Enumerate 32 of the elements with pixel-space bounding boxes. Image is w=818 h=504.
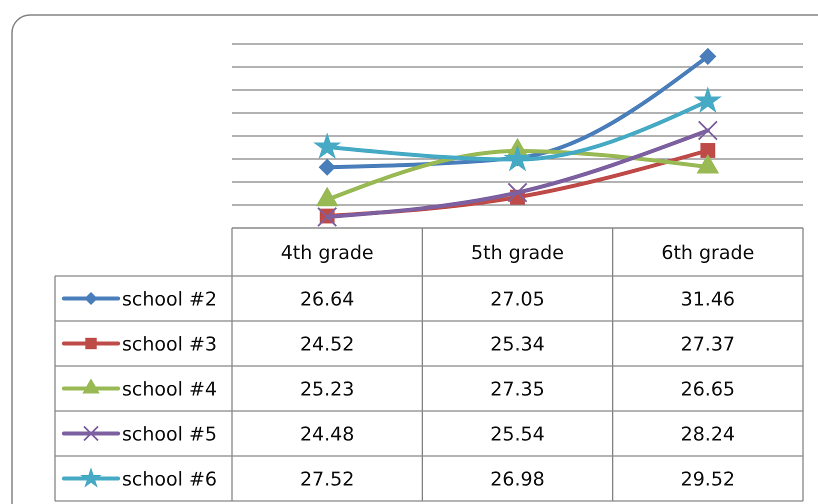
x-tick-label: 4th grade [280,242,374,264]
data-label: 25.23 [300,378,354,400]
x-tick-label: 6th grade [661,242,754,264]
point [507,182,528,203]
legend-label: school #6 [122,468,217,490]
point [317,206,338,228]
data-label: 27.35 [490,378,545,400]
legend-label: school #4 [122,378,217,400]
point [700,143,716,158]
data-label: 27.05 [490,288,545,310]
legend-label: school #3 [122,334,217,356]
data-label: 26.65 [680,378,736,400]
x-tick-label: 5th grade [471,242,564,264]
point [318,158,336,176]
point [698,120,718,141]
data-label: 24.52 [300,334,354,356]
data-label: 29.52 [680,468,736,490]
data-label: 26.64 [300,288,354,310]
data-label: 31.46 [680,288,736,310]
legend-label: school #2 [122,288,217,310]
data-label: 26.98 [490,468,545,490]
data-label: 25.34 [490,334,545,356]
point [504,144,532,172]
point [699,48,716,65]
data-label: 27.52 [300,468,354,490]
data-label: 24.48 [300,424,354,446]
point [694,86,722,113]
data-label: 28.24 [680,424,736,446]
point [313,132,342,159]
data-label: 25.54 [490,424,545,446]
legend-label: school #5 [122,424,217,446]
data-label: 27.37 [680,334,736,356]
